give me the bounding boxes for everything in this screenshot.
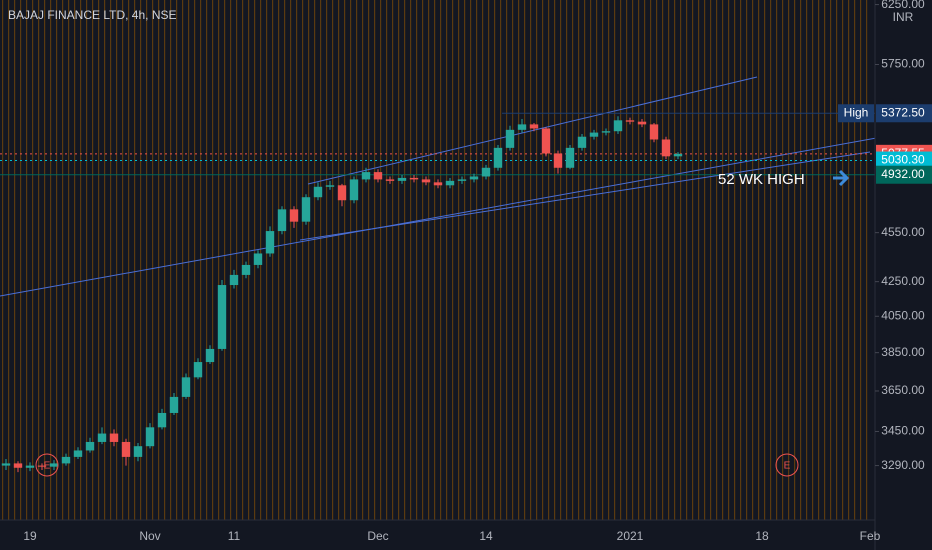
candle-body [13,463,23,468]
session-stripes [0,0,872,520]
candle-body [469,176,479,180]
candle-body [661,139,671,157]
candle-body [181,377,191,397]
x-tick-label: Feb [860,529,881,543]
candle-body [133,446,143,457]
event-circle [775,453,799,477]
candle-body [265,231,275,254]
candle-body [97,433,107,442]
chart-title: BAJAJ FINANCE LTD, 4h, NSE [8,8,177,22]
y-tick-label: 3850.00 [881,345,925,359]
candle-body [409,177,419,180]
candle-body [625,120,635,122]
annotation: 52 WK HIGH [718,171,805,188]
candle-body [541,128,551,154]
y-tick-label: 3290.00 [881,458,925,472]
candle-body [337,185,347,201]
plot-area [0,76,875,473]
candle-body [349,179,359,201]
x-tick-label: 18 [755,529,769,543]
candle-body [457,179,467,181]
y-tick-label: 3650.00 [881,383,925,397]
candle-body [397,177,407,181]
candle-body [229,274,239,286]
candle-body [517,124,527,130]
candle-body [373,172,383,180]
event-marker: E [784,461,791,472]
candle-body [577,136,587,148]
candle-body [49,463,59,467]
candle-body [493,147,503,168]
x-tick-label: 14 [479,529,493,543]
candle-body [385,179,395,181]
price-tag-box [838,104,874,123]
y-tick-label: 3450.00 [881,424,925,438]
price-label: 4932.00 [881,167,925,181]
candle-body [61,456,71,464]
x-tick-label: Dec [367,529,388,543]
event-circle [35,453,59,477]
candle-body [445,180,455,186]
price-label-box [876,104,932,123]
y-tick-label: 5750.00 [881,57,925,71]
candle-body [649,124,659,140]
x-tick-label: Nov [139,529,160,543]
candle-body [601,131,611,133]
candle-body [637,121,647,125]
price-label-box [876,151,932,170]
candle-body [37,465,47,467]
candle-body [613,120,623,132]
candle-body [421,179,431,183]
x-tick-label: 19 [23,529,37,543]
price-label-box [876,165,932,184]
candle-body [553,153,563,168]
candle-body [217,285,227,349]
candle-body [157,412,167,428]
x-tick-label: 11 [228,529,241,543]
candle-body [121,441,131,457]
y-tick-label: 4550.00 [881,225,925,239]
candle-body [193,362,203,378]
candle-body [73,450,83,457]
candle-body [109,433,119,442]
y-tick-label: 4250.00 [881,274,925,288]
y-tick-label: 6250.00 [881,0,925,11]
candle-body [241,264,251,275]
candle-body [325,185,335,187]
candle-body [145,427,155,447]
candle-body [169,396,179,413]
currency-label: INR [893,10,914,24]
candle-body [85,441,95,451]
annotation-arrow [833,169,850,187]
price-tag: High [844,105,869,119]
candle-body [589,132,599,137]
candle-body [25,465,35,468]
candle-body [505,129,515,148]
candle-body [253,253,263,265]
x-tick-label: 2021 [617,529,644,543]
channel-lower [299,151,871,241]
price-label: 5372.50 [881,105,925,119]
candle-body [565,147,575,168]
candle-body [433,182,443,186]
trend-line [0,137,875,297]
candle-body [301,197,311,222]
price-label: 5030.30 [881,153,925,167]
candle-body [313,186,323,198]
candle-body [277,209,287,232]
channel-upper [307,76,758,185]
y-tick-label: 4050.00 [881,308,925,322]
event-marker: E [44,461,51,472]
candle-body [289,209,299,222]
candle-body [673,153,683,157]
candle-body [361,172,371,180]
candle-body [481,167,491,177]
candle-body [529,124,539,129]
candle-body [1,463,11,466]
candle-body [205,348,215,363]
